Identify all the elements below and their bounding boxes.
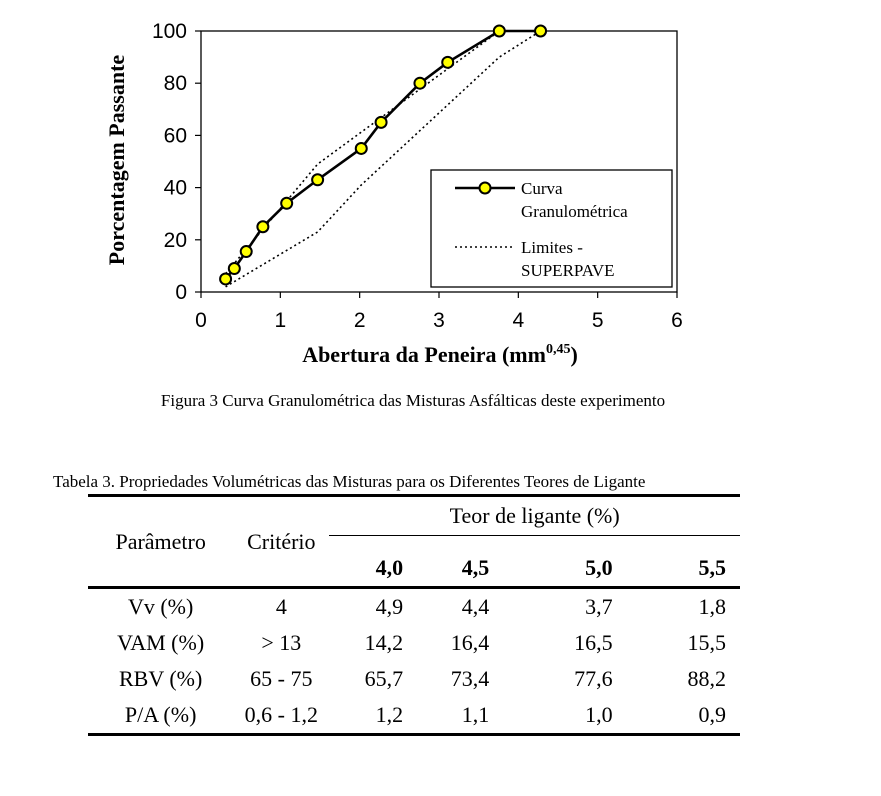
- row-param: VAM (%): [117, 630, 205, 655]
- row-param: RBV (%): [119, 666, 203, 691]
- x-axis-title-suffix: ): [570, 342, 577, 367]
- granulometric-curve-point: [280, 196, 294, 210]
- table-row: VAM (%) > 13 14,2 16,4 16,5 15,5: [88, 625, 740, 661]
- row-value: 16,5: [574, 630, 613, 655]
- granulometric-curve-point: [441, 55, 455, 69]
- row-value: 3,7: [585, 594, 613, 619]
- legend-limit-label: SUPERPAVE: [521, 261, 615, 280]
- row-value: 65,7: [364, 666, 404, 691]
- y-tick-label: 20: [164, 229, 187, 252]
- legend-curve-label: Curva: [521, 179, 563, 198]
- x-tick-label: 2: [354, 309, 366, 332]
- row-value: 15,5: [687, 630, 727, 655]
- row-value: 1,8: [698, 594, 727, 619]
- row-criterio: 4: [275, 594, 287, 619]
- granulometric-curve-point: [374, 115, 388, 129]
- table-row: Vv (%) 4 4,9 4,4 3,7 1,8: [88, 589, 740, 625]
- properties-table: Parâmetro Critério Teor de ligante (%) 4…: [88, 494, 740, 737]
- table-row: RBV (%) 65 - 75 65,7 73,4 77,6 88,2: [88, 661, 740, 697]
- row-value: 1,2: [375, 702, 404, 727]
- header-teor-value: 4,0: [375, 555, 404, 580]
- granulometric-curve-point: [256, 220, 270, 234]
- granulometric-curve-point: [492, 24, 506, 38]
- granulometric-curve-point: [311, 173, 325, 187]
- table-top-rule: [88, 494, 740, 498]
- row-value: 73,4: [450, 666, 490, 691]
- granulometric-curve-point: [239, 245, 253, 259]
- row-value: 4,9: [375, 594, 404, 619]
- superpave-limit-line: [225, 30, 541, 288]
- granulometric-curve-point: [354, 141, 368, 155]
- x-tick-label: 4: [512, 309, 524, 332]
- header-teor-value: 4,5: [461, 555, 490, 580]
- x-axis-title-superscript: 0,45: [546, 342, 571, 357]
- x-tick-label: 5: [592, 309, 604, 332]
- row-value: 88,2: [687, 666, 727, 691]
- header-teor-value: 5,5: [698, 555, 727, 580]
- y-tick-label: 0: [175, 281, 187, 304]
- table-caption: Tabela 3. Propriedades Volumétricas das …: [53, 472, 646, 491]
- row-value: 1,0: [585, 702, 613, 727]
- legend-curve-marker: [478, 181, 492, 195]
- row-criterio: > 13: [261, 630, 302, 655]
- row-criterio: 65 - 75: [250, 666, 313, 691]
- header-teor-value: 5,0: [585, 555, 613, 580]
- legend-box: [430, 169, 673, 288]
- chart-legend: Curva Granulométrica Limites - SUPERPAVE: [430, 169, 673, 288]
- y-tick-label: 100: [152, 20, 187, 43]
- header-teor-ligante: Teor de ligante (%): [329, 497, 740, 536]
- row-value: 1,1: [461, 702, 490, 727]
- table-bottom-rule: [88, 733, 740, 737]
- y-axis-title: Porcentagem Passante: [104, 55, 129, 266]
- x-tick-label: 1: [274, 309, 286, 332]
- row-value: 77,6: [574, 666, 613, 691]
- x-tick-label: 0: [195, 309, 207, 332]
- legend-limit-label: Limites -: [521, 238, 583, 257]
- granulometric-curve-point: [534, 24, 548, 38]
- row-param: P/A (%): [124, 702, 197, 727]
- table-row: P/A (%) 0,6 - 1,2 1,2 1,1 1,0 0,9: [88, 697, 740, 735]
- x-tick-label: 3: [433, 309, 445, 332]
- granulometric-curve-point: [227, 262, 241, 276]
- row-criterio: 0,6 - 1,2: [244, 702, 318, 727]
- granulometric-curve-point: [413, 76, 427, 90]
- figure-caption: Figura 3 Curva Granulométrica das Mistur…: [160, 391, 666, 410]
- y-tick-label: 40: [164, 177, 187, 200]
- row-value: 4,4: [461, 594, 490, 619]
- granulometric-curve-point: [219, 272, 233, 286]
- y-tick-label: 60: [164, 124, 187, 147]
- x-axis-title: Abertura da Peneira (mm0,45): [302, 342, 578, 367]
- x-tick-label: 6: [671, 309, 683, 332]
- header-criterio: Critério: [247, 528, 316, 554]
- chart-series: [219, 24, 548, 288]
- x-axis-title-main: Abertura da Peneira (mm: [302, 342, 546, 367]
- y-tick-label: 80: [164, 72, 187, 95]
- row-value: 16,4: [450, 630, 490, 655]
- table-header-rule: [88, 586, 740, 590]
- row-value: 0,9: [698, 702, 727, 727]
- header-parametro: Parâmetro: [115, 528, 206, 554]
- legend-curve-label: Granulométrica: [521, 202, 628, 221]
- row-param: Vv (%): [127, 594, 194, 619]
- row-value: 14,2: [364, 630, 404, 655]
